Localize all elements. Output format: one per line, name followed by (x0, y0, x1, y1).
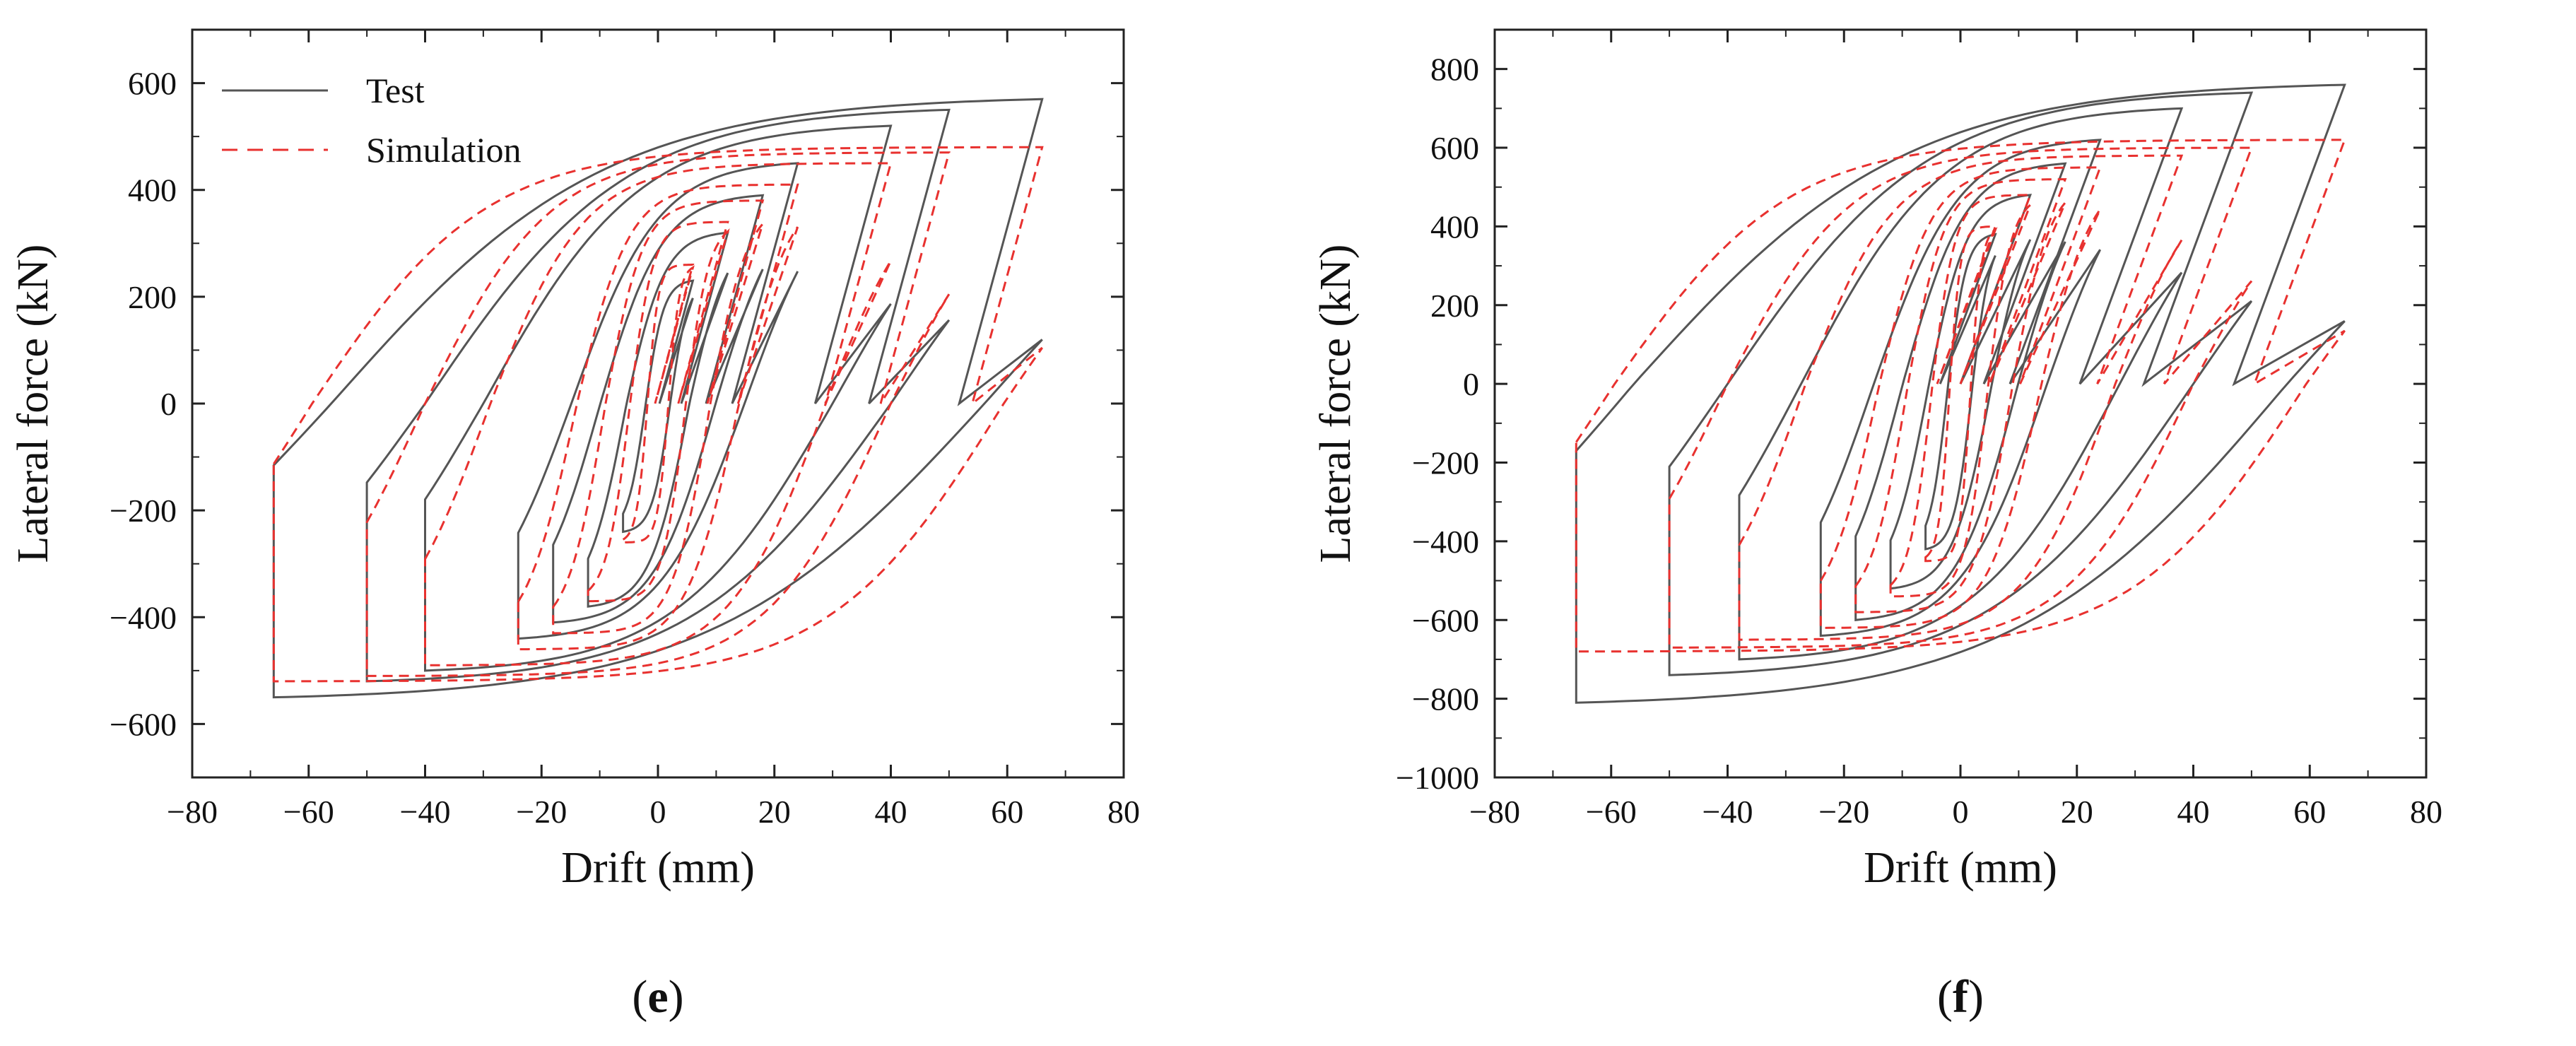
hysteresis-loop-simulation-1 (587, 221, 730, 603)
x-tick-label: 0 (650, 794, 666, 830)
chart-panel-f: −80 −60 −40 −20 0 20 40 60 80 −1000 −800 −600 −400 −2… (1288, 0, 2576, 1046)
y-tick-label: 200 (1430, 288, 1479, 324)
y-tick-label: −600 (110, 706, 177, 742)
y-tick-label: 800 (1430, 52, 1479, 88)
legend: Test Simulation (222, 71, 521, 170)
x-axis-title: Drift (mm) (561, 844, 755, 892)
y-tick-label: 200 (128, 279, 177, 315)
y-tick-label: −400 (1412, 524, 1479, 560)
hysteresis-loop-simulation-2 (1854, 178, 2067, 613)
y-tick-label: −200 (110, 493, 177, 529)
series-simulation (272, 146, 1044, 683)
y-tick-label: −200 (1412, 445, 1479, 481)
x-tick-label: −40 (400, 794, 451, 830)
x-tick-label: −40 (1702, 794, 1753, 830)
hysteresis-loop-simulation-4 (424, 162, 893, 666)
hysteresis-loop-test-3 (1819, 139, 2102, 637)
hysteresis-loop-test-4 (424, 124, 893, 672)
plot-area (272, 98, 1044, 699)
legend-label-simulation: Simulation (366, 130, 521, 170)
hysteresis-loop-test-0 (1924, 233, 1997, 551)
hysteresis-loop-simulation-2 (552, 199, 765, 635)
hysteresis-loop-test-6 (272, 98, 1044, 699)
x-tick-label: −80 (1469, 794, 1520, 830)
y-tick-label: −800 (1412, 681, 1479, 717)
panel-label: (f) (1937, 971, 1984, 1023)
y-tick-label: −600 (1412, 602, 1479, 638)
x-tick-label: 60 (991, 794, 1023, 830)
x-tick-label: −60 (1586, 794, 1637, 830)
hysteresis-loop-test-2 (1854, 162, 2067, 621)
x-tick-label: 80 (1107, 794, 1140, 830)
x-tick-label: −60 (283, 794, 334, 830)
hysteresis-loop-test-5 (365, 108, 951, 683)
hysteresis-loop-test-2 (552, 194, 765, 624)
y-axis-title: Lateral force (kN) (9, 245, 57, 563)
hysteresis-loop-simulation-5 (365, 151, 951, 677)
y-tick-label: −400 (110, 599, 177, 635)
x-axis-title: Drift (mm) (1864, 844, 2057, 892)
series-test (1575, 83, 2346, 704)
hysteresis-loop-simulation-4 (1738, 154, 2184, 641)
x-tick-label: 0 (1953, 794, 1969, 830)
y-tick-label: 0 (160, 386, 177, 422)
y-tick-label: 0 (1463, 366, 1479, 402)
hysteresis-chart-f: −80 −60 −40 −20 0 20 40 60 80−1000−800−600−400−2… (1312, 28, 2442, 1023)
hysteresis-loop-simulation-0 (622, 264, 695, 543)
hysteresis-loop-simulation-0 (1924, 225, 1998, 563)
x-tick-label: −80 (167, 794, 218, 830)
legend-label-test: Test (366, 71, 425, 110)
hysteresis-loop-test-5 (1668, 91, 2254, 676)
y-tick-label: 600 (128, 66, 177, 102)
hysteresis-loop-simulation-6 (1575, 139, 2346, 653)
x-tick-label: 80 (2410, 794, 2442, 830)
x-tick-label: −20 (1818, 794, 1869, 830)
plot-area (1575, 83, 2346, 704)
y-tick-label: 400 (1430, 208, 1479, 245)
hysteresis-loop-simulation-6 (272, 146, 1044, 683)
hysteresis-loop-test-3 (517, 162, 799, 640)
hysteresis-loop-simulation-3 (517, 183, 799, 651)
x-tick-label: −20 (516, 794, 567, 830)
x-tick-label: 60 (2293, 794, 2326, 830)
hysteresis-loop-test-0 (622, 279, 695, 534)
hysteresis-chart-e: −80 −60 −40 −20 0 20 40 60 80−600−400−2000200400… (9, 28, 1140, 1023)
hysteresis-loop-test-1 (1889, 194, 2033, 590)
y-tick-label: 400 (128, 172, 177, 208)
series-simulation (1575, 139, 2346, 653)
y-tick-label: −1000 (1396, 760, 1479, 796)
panel-label: (e) (632, 971, 683, 1023)
y-axis-title: Lateral force (kN) (1312, 245, 1360, 563)
y-tick-label: 600 (1430, 130, 1479, 166)
hysteresis-loop-test-6 (1575, 83, 2346, 704)
hysteresis-loop-simulation-3 (1819, 166, 2102, 629)
x-tick-label: 20 (758, 794, 791, 830)
chart-panel-e: −80 −60 −40 −20 0 20 40 60 80 −600 −400 −200 0 200 400… (9, 28, 1140, 1023)
hysteresis-loop-simulation-5 (1668, 146, 2254, 649)
x-tick-label: 40 (875, 794, 907, 830)
hysteresis-loop-simulation-1 (1889, 194, 2032, 598)
x-tick-label: 40 (2177, 794, 2210, 830)
x-tick-label: 20 (2061, 794, 2093, 830)
